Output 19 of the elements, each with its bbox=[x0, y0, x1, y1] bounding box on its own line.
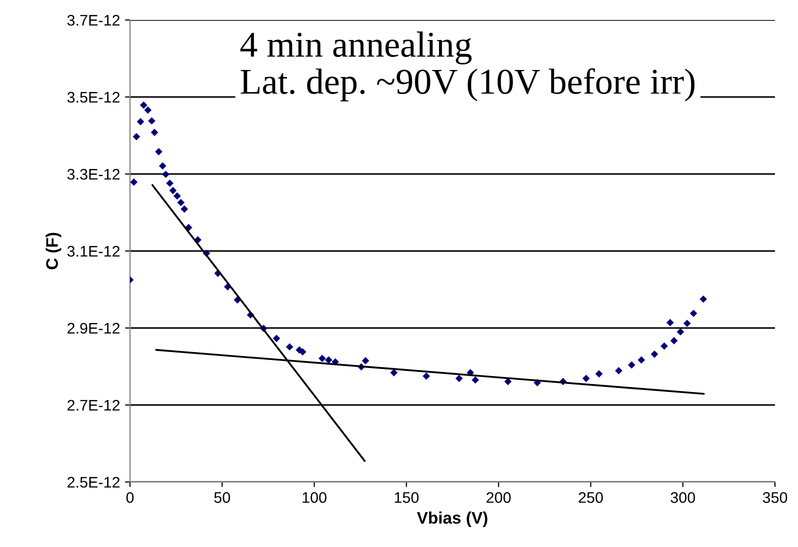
x-tick-label: 100 bbox=[302, 492, 326, 503]
y-tick-label: 3.1E-12 bbox=[67, 246, 120, 257]
x-tick-label: 150 bbox=[394, 492, 419, 503]
y-tick-label: 3.7E-12 bbox=[67, 14, 120, 26]
x-tick-label: 0 bbox=[126, 492, 134, 503]
annotation: 4 min annealing bbox=[240, 32, 472, 64]
y-axis-title: C (F) bbox=[46, 232, 62, 270]
x-tick-label: 50 bbox=[214, 492, 230, 503]
y-tick-label: 2.5E-12 bbox=[68, 476, 120, 488]
y-tick-label: 2.7E-12 bbox=[68, 400, 120, 411]
y-tick-label: 3.3E-12 bbox=[67, 168, 120, 180]
x-tick-label: 300 bbox=[670, 492, 696, 503]
x-tick-label: 200 bbox=[486, 492, 511, 503]
y-tick-label: 2.9E-12 bbox=[68, 322, 120, 334]
x-tick-label: 350 bbox=[762, 492, 788, 503]
y-tick-label: 3.5E-12 bbox=[67, 92, 120, 103]
annotation: Lat. dep. ~90V (10V before irr) bbox=[240, 68, 695, 102]
x-tick-label: 250 bbox=[578, 492, 603, 503]
x-axis-title: Vbias (V) bbox=[416, 512, 488, 528]
